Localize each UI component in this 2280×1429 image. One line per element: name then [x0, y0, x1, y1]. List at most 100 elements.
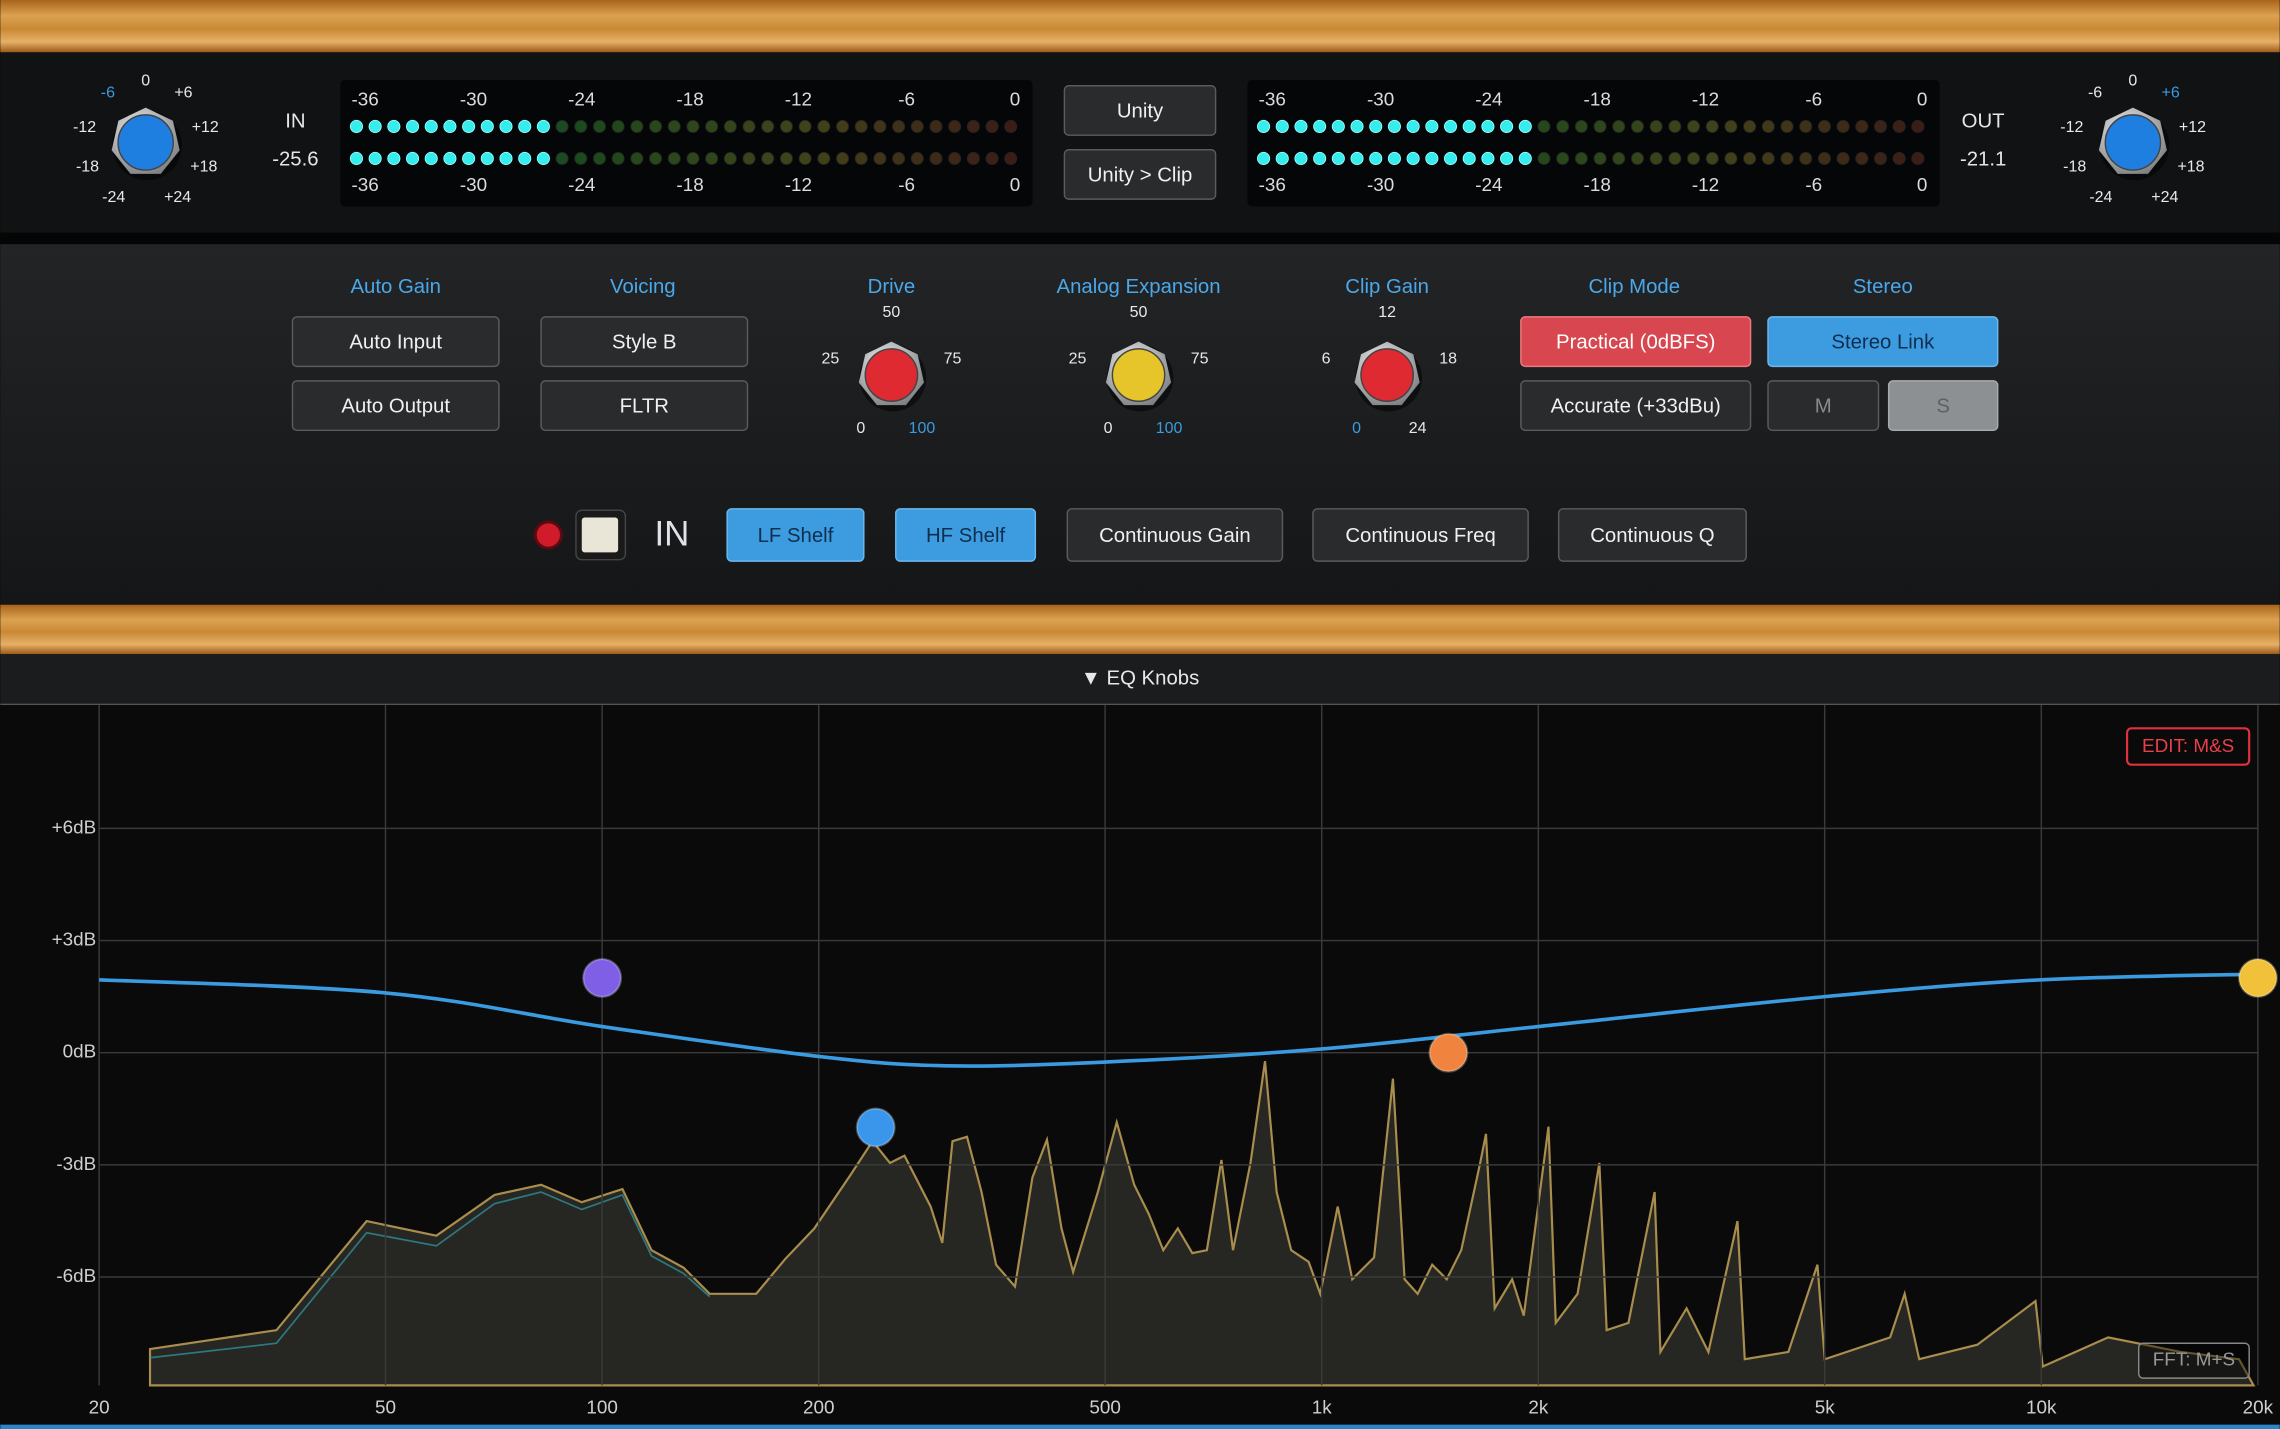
section-title: Voicing: [610, 276, 676, 298]
x-tick-label: 200: [803, 1398, 835, 1419]
meter-scale-label: -12: [785, 175, 812, 196]
meter-led: [1855, 151, 1869, 165]
meter-led: [1556, 151, 1570, 165]
button-label[interactable]: Unity > Clip: [1088, 164, 1193, 186]
button[interactable]: [540, 316, 749, 368]
button-label[interactable]: S: [1936, 395, 1950, 417]
section-title: Drive: [868, 276, 915, 298]
output-meter: [1247, 79, 1940, 207]
wood-top: [0, 0, 2280, 53]
meter-led: [1836, 119, 1850, 134]
y-tick-label: -6dB: [56, 1266, 96, 1287]
meter-led: [1462, 119, 1476, 134]
fft-badge-frame[interactable]: [2137, 1342, 2250, 1379]
knob-cap[interactable]: [2104, 114, 2162, 171]
meter-led: [1387, 151, 1401, 165]
y-tick-label: 0dB: [63, 1042, 97, 1063]
eq-bypass-switch[interactable]: [581, 517, 619, 553]
meter-led: [1275, 151, 1289, 165]
button-label[interactable]: LF Shelf: [758, 525, 834, 547]
eq-node[interactable]: [582, 957, 623, 998]
meter-led: [462, 151, 476, 165]
meter-led: [387, 151, 401, 165]
meter-scale-label: 0: [1917, 89, 1928, 110]
button[interactable]: [1520, 316, 1752, 368]
meter-led: [1425, 119, 1439, 134]
meter-led: [929, 119, 943, 134]
button[interactable]: [1520, 380, 1752, 432]
button-label[interactable]: Continuous Freq: [1345, 525, 1495, 547]
button-label[interactable]: Stereo Link: [1831, 331, 1935, 353]
eq-node[interactable]: [855, 1107, 896, 1148]
button[interactable]: [726, 508, 865, 562]
button[interactable]: [1063, 85, 1217, 136]
knob-scale-label: 6: [1322, 350, 1331, 367]
edit-badge-frame[interactable]: [2125, 727, 2251, 766]
button-label[interactable]: Continuous Gain: [1099, 525, 1251, 547]
knob-scale-label: 25: [1069, 350, 1087, 367]
button-label[interactable]: Accurate (+33dBu): [1551, 395, 1721, 417]
button-label[interactable]: Auto Output: [341, 395, 450, 417]
knob-scale-label: +6: [2162, 84, 2180, 101]
button-label[interactable]: Auto Input: [349, 331, 442, 353]
section-title: Auto Gain: [350, 276, 440, 298]
knob-scale-label: 75: [1191, 350, 1209, 367]
button[interactable]: [1063, 149, 1217, 200]
knob-scale-label: -12: [73, 119, 96, 136]
meter-scale-label: -12: [1692, 89, 1719, 110]
meter-led: [892, 119, 906, 134]
knob-cap[interactable]: [1360, 348, 1415, 402]
knob-scale-label: 24: [1409, 420, 1427, 437]
button-label[interactable]: Style B: [612, 331, 676, 353]
meter-led: [1537, 119, 1551, 134]
knob-scale-label: 100: [1156, 420, 1183, 437]
button[interactable]: [1312, 508, 1529, 562]
button[interactable]: [1767, 316, 1999, 368]
meter-led: [1593, 151, 1607, 165]
eq-node[interactable]: [2237, 957, 2278, 998]
button-label[interactable]: Unity: [1117, 100, 1164, 122]
meter-scale-label: 0: [1010, 175, 1021, 196]
meter-led: [611, 119, 625, 134]
button[interactable]: [1887, 380, 1999, 432]
meter-led: [368, 119, 382, 134]
meter-scale-label: -36: [1259, 89, 1286, 110]
button[interactable]: [895, 508, 1037, 562]
button[interactable]: [291, 380, 500, 432]
eq-power-led[interactable]: [533, 520, 563, 550]
meter-led: [1331, 151, 1345, 165]
meter-led: [1630, 119, 1645, 134]
button-label[interactable]: FLTR: [620, 395, 669, 417]
meter-led: [1705, 119, 1719, 134]
meter-scale-label: -30: [1367, 89, 1394, 110]
button[interactable]: [1767, 380, 1880, 432]
knob-scale-label: +24: [2151, 189, 2178, 206]
meter-led: [742, 151, 756, 165]
meter-led: [1873, 151, 1888, 165]
eq-node[interactable]: [1428, 1032, 1469, 1073]
meter-led: [1369, 151, 1383, 165]
button-label[interactable]: HF Shelf: [926, 525, 1005, 547]
eq-header[interactable]: ▼ EQ Knobs: [1081, 667, 1200, 689]
button-label[interactable]: M: [1815, 395, 1832, 417]
meter-led: [518, 151, 532, 165]
fft-badge[interactable]: FFT: M+S: [2153, 1350, 2235, 1371]
meter-led: [1574, 119, 1588, 134]
meter-led: [1443, 151, 1458, 165]
knob-cap[interactable]: [864, 348, 919, 402]
meter-led: [1855, 119, 1869, 134]
y-tick-label: -3dB: [56, 1154, 96, 1175]
meter-led: [630, 119, 644, 134]
meter-led: [1724, 151, 1738, 165]
meter-led: [854, 119, 868, 134]
knob-cap[interactable]: [117, 114, 175, 171]
button[interactable]: [1557, 508, 1747, 562]
edit-badge[interactable]: EDIT: M&S: [2142, 736, 2234, 757]
knob-cap[interactable]: [1111, 348, 1166, 402]
button[interactable]: [291, 316, 500, 368]
button[interactable]: [540, 380, 749, 432]
button[interactable]: [1066, 508, 1284, 562]
button-label[interactable]: Continuous Q: [1590, 525, 1714, 547]
button-label[interactable]: Practical (0dBFS): [1556, 331, 1715, 353]
meter-led: [1481, 151, 1495, 165]
